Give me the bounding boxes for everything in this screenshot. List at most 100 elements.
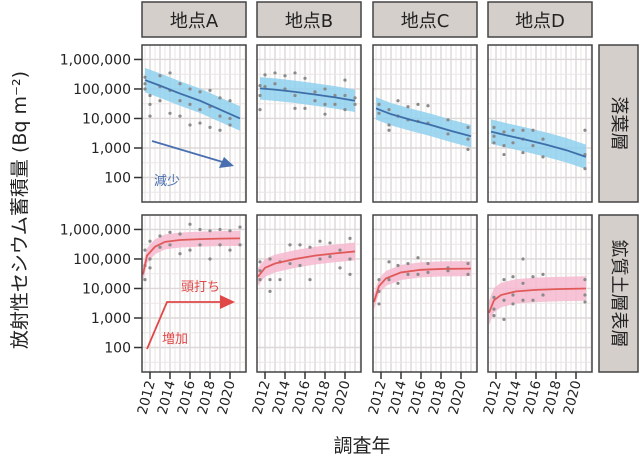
- data-point: [502, 298, 506, 302]
- data-point: [238, 243, 242, 247]
- data-point: [308, 278, 312, 282]
- data-point: [387, 278, 391, 282]
- data-point: [511, 275, 515, 279]
- data-point: [228, 116, 232, 121]
- data-point: [492, 141, 496, 145]
- y-tick-label: 1,000,000: [60, 222, 131, 238]
- data-point: [531, 298, 535, 302]
- data-point: [273, 82, 277, 86]
- data-point: [143, 75, 147, 79]
- data-point: [293, 93, 297, 98]
- data-point: [208, 125, 212, 129]
- data-point: [426, 261, 430, 266]
- panel-data: [490, 119, 587, 171]
- data-point: [343, 93, 347, 98]
- data-point: [308, 245, 312, 249]
- data-point: [148, 114, 152, 118]
- data-point: [416, 272, 420, 277]
- data-point: [502, 130, 506, 134]
- data-point: [492, 314, 496, 318]
- y-tick-label: 1,000: [91, 311, 131, 327]
- data-point: [198, 108, 202, 112]
- data-point: [278, 278, 282, 282]
- data-point: [353, 102, 357, 107]
- data-point: [148, 93, 152, 98]
- data-point: [283, 74, 287, 78]
- data-point: [218, 227, 222, 232]
- y-tick-label: 100: [104, 171, 131, 187]
- data-point: [178, 232, 182, 236]
- data-point: [168, 71, 172, 75]
- data-point: [158, 234, 162, 238]
- data-point: [208, 88, 212, 92]
- strip-label: 地点D: [515, 11, 565, 32]
- data-point: [318, 257, 322, 261]
- strip-label: 地点C: [401, 11, 450, 32]
- data-point: [531, 144, 535, 148]
- fit-line: [373, 267, 472, 303]
- data-point: [258, 93, 262, 98]
- data-point: [541, 293, 545, 297]
- facet-strip-column: 地点B: [256, 1, 362, 38]
- annotation-decrease: 減少: [151, 140, 234, 189]
- data-point: [511, 141, 515, 145]
- data-point: [148, 102, 152, 107]
- data-point: [268, 257, 272, 261]
- data-point: [387, 128, 391, 132]
- data-point: [218, 128, 222, 132]
- data-point: [158, 99, 162, 103]
- y-tick-label: 1,000,000: [60, 52, 131, 68]
- panel-data: [375, 97, 472, 151]
- data-point: [396, 281, 400, 285]
- data-point: [338, 248, 342, 252]
- decrease-arrow: [151, 140, 227, 164]
- data-point: [143, 248, 147, 252]
- data-point: [228, 248, 232, 252]
- data-point: [288, 243, 292, 247]
- data-point: [583, 128, 587, 132]
- data-point: [511, 128, 515, 132]
- data-point: [502, 317, 506, 321]
- data-point: [168, 243, 172, 247]
- data-point: [446, 132, 450, 136]
- data-point: [273, 71, 277, 75]
- data-point: [446, 118, 450, 122]
- facet-strip-row: 鉱質土層表層: [598, 214, 639, 373]
- fit-line: [142, 237, 241, 275]
- data-point: [583, 167, 587, 171]
- increase-plateau-arrow: [146, 301, 223, 350]
- strip-background: [256, 1, 362, 38]
- data-point: [158, 245, 162, 249]
- annotation-label: 頭打ち: [181, 280, 220, 295]
- data-point: [268, 289, 272, 293]
- fit-line: [490, 130, 587, 158]
- data-point: [541, 155, 545, 159]
- data-point: [318, 239, 322, 243]
- panel-data: [488, 257, 587, 326]
- data-point: [298, 243, 302, 247]
- y-tick-label: 100: [104, 341, 131, 357]
- data-point: [377, 302, 381, 306]
- data-point: [148, 239, 152, 243]
- facet-strip-column: 地点D: [487, 1, 593, 38]
- data-point: [168, 230, 172, 234]
- data-point: [298, 263, 302, 268]
- data-point: [466, 125, 470, 129]
- data-point: [511, 293, 515, 297]
- data-point: [502, 144, 506, 148]
- panel-data: [257, 236, 356, 293]
- data-point: [143, 278, 147, 282]
- confidence-band: [145, 67, 240, 131]
- data-point: [188, 248, 192, 252]
- data-point: [406, 261, 410, 266]
- panel-border: [141, 214, 247, 373]
- panel-border: [256, 44, 362, 203]
- data-point: [198, 121, 202, 125]
- data-point: [143, 87, 147, 91]
- data-point: [396, 99, 400, 103]
- strip-background: [598, 214, 639, 373]
- data-point: [148, 257, 152, 261]
- data-point: [343, 78, 347, 82]
- data-point: [446, 269, 450, 273]
